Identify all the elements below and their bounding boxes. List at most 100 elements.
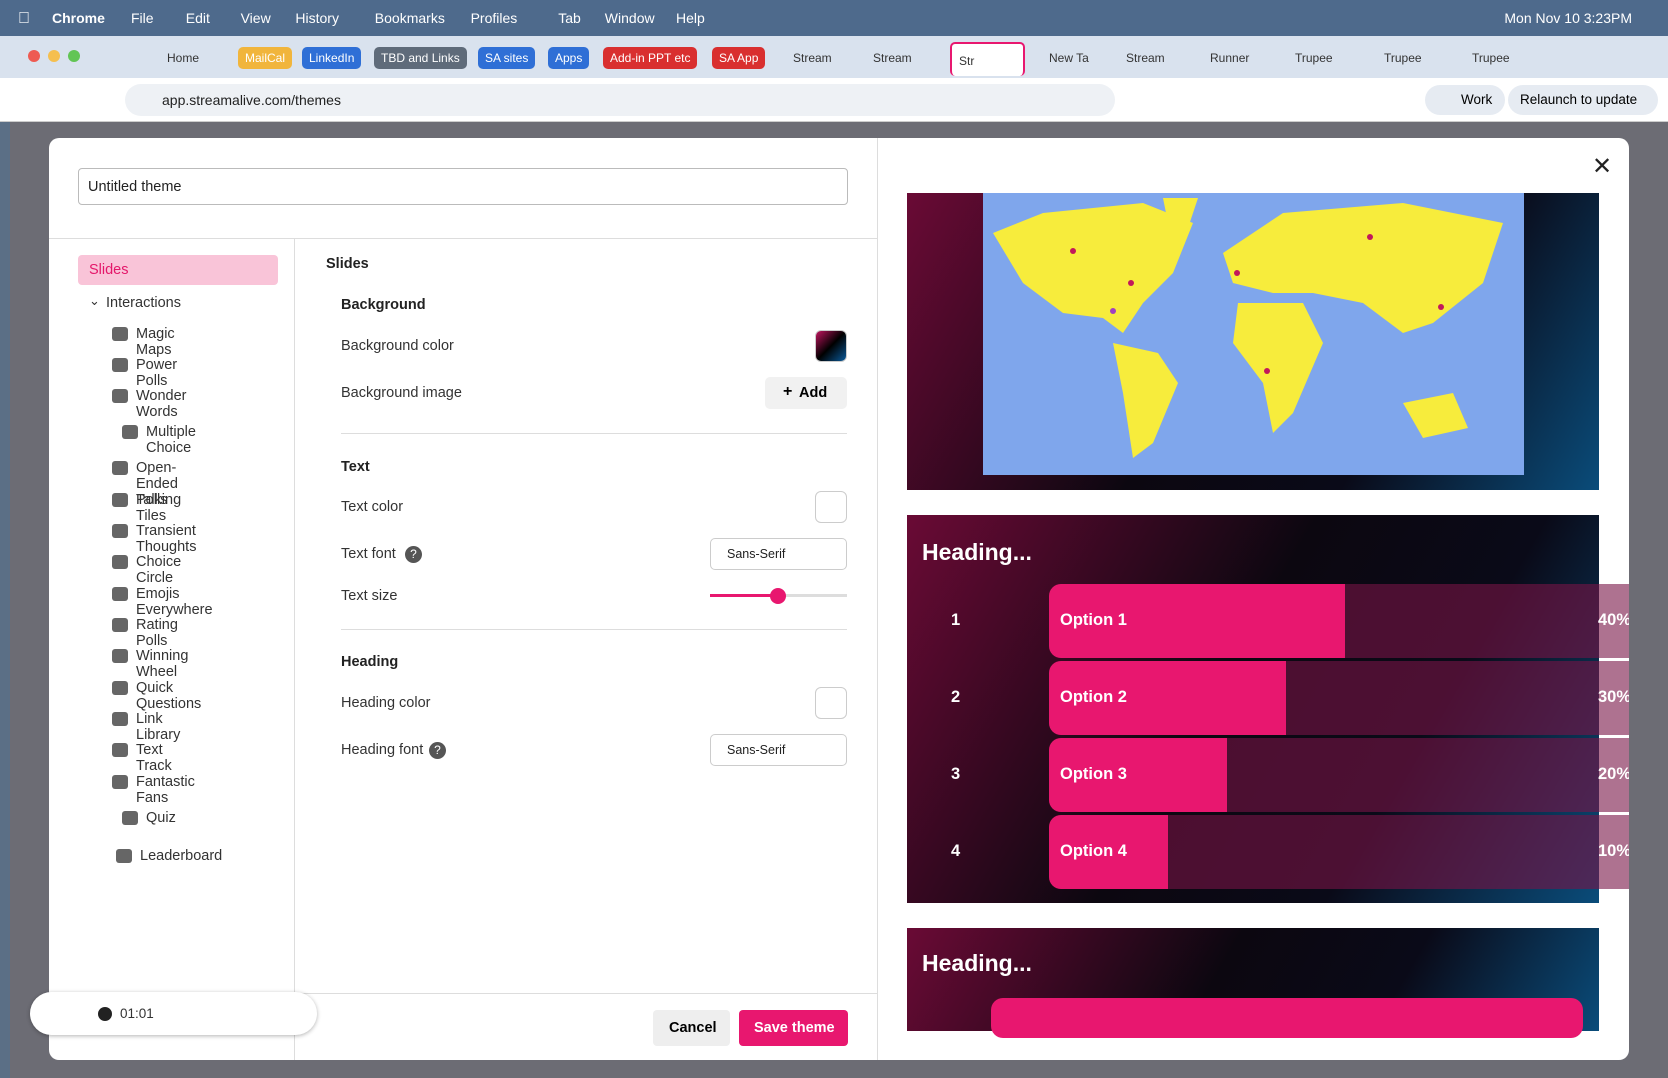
nav-item[interactable]: Text Track (112, 742, 172, 774)
nav-item[interactable]: Winning Wheel (112, 648, 188, 680)
theme-dialog: Untitled theme Slides Interactions ⌄ Mag… (49, 138, 1629, 1060)
relaunch-button[interactable]: Relaunch to update (1508, 85, 1658, 115)
apple-logo[interactable]:  (18, 10, 30, 28)
nav-item[interactable]: Emojis Everywhere (112, 586, 213, 618)
option-bar: Option 3 20% (1049, 738, 1629, 812)
menu-item[interactable]: Bookmarks (374, 10, 445, 26)
help-icon[interactable]: ? (405, 546, 422, 563)
nav-item[interactable]: Multiple Choice (122, 424, 196, 456)
nav-item[interactable]: Quick Questions (112, 680, 201, 712)
zoom-window[interactable] (68, 50, 80, 62)
option-percent: 10% (1597, 842, 1629, 860)
browser-tab[interactable]: Home (167, 51, 200, 65)
menu-item[interactable]: Edit (185, 10, 210, 26)
nav-item[interactable]: Transient Thoughts (112, 523, 196, 555)
browser-tab[interactable]: Trupee (1295, 51, 1333, 65)
menu-item[interactable]: Window (604, 10, 655, 26)
menu-item[interactable]: Tab (558, 10, 581, 26)
color-swatch[interactable] (815, 491, 847, 523)
nav-icon (112, 327, 128, 341)
option-bar: Option 1 40% (1049, 584, 1629, 658)
divider (341, 629, 847, 630)
browser-tab[interactable]: Stream (873, 51, 912, 65)
option-percent: 40% (1597, 611, 1629, 629)
browser-tab[interactable]: SA App (712, 47, 766, 69)
color-swatch[interactable] (815, 687, 847, 719)
omnibox[interactable] (125, 84, 1115, 116)
nav-item[interactable]: Wonder Words (112, 388, 187, 420)
section-heading: Background (341, 297, 426, 313)
nav-icon (112, 389, 128, 403)
record-icon[interactable] (98, 1007, 112, 1021)
browser-tab[interactable]: Runner (1210, 51, 1250, 65)
nav-icon (112, 461, 128, 475)
nav-item[interactable]: Open-Ended Polls (112, 460, 178, 508)
font-select[interactable]: Sans-Serif (710, 538, 847, 570)
nav-item[interactable]: Link Library (112, 711, 180, 743)
recorder-time: 01:01 (120, 1006, 154, 1021)
save-button[interactable]: Save theme (739, 1010, 848, 1046)
nav-active[interactable]: Slides (78, 255, 278, 285)
menu-bar:  Chrome Mon Nov 10 3:23PM File Edit View H… (0, 0, 1668, 36)
browser-tab[interactable]: Trupee (1472, 51, 1510, 65)
close-button[interactable]: ✕ (1592, 153, 1613, 180)
url[interactable]: app.streamalive.com/themes (162, 92, 341, 108)
cancel-button[interactable]: Cancel (653, 1010, 730, 1046)
browser-tab[interactable]: New Ta (1049, 51, 1089, 65)
nav-item[interactable]: Power Polls (112, 357, 177, 389)
nav-item[interactable]: Choice Circle (112, 554, 181, 586)
nav-icon (112, 555, 128, 569)
theme-name-input[interactable]: Untitled theme (78, 168, 848, 205)
font-select[interactable]: Sans-Serif (710, 734, 847, 766)
nav-icon (112, 618, 128, 632)
nav-icon (116, 849, 132, 863)
menu-item[interactable]: Profiles (470, 10, 518, 26)
browser-tab[interactable]: Trupee (1384, 51, 1422, 65)
nav-icon (112, 493, 128, 507)
option-label: Option 4 (1060, 842, 1127, 860)
option-percent: 30% (1597, 688, 1629, 706)
minimize-window[interactable] (48, 50, 60, 62)
setting-label: Text font (341, 546, 396, 562)
nav-item[interactable]: Rating Polls (112, 617, 178, 649)
nav-icon (112, 743, 128, 757)
setting-label: Heading color (341, 695, 431, 711)
option-bar: Option 2 30% (1049, 661, 1629, 735)
nav-item[interactable]: Magic Maps (112, 326, 175, 358)
divider (341, 433, 847, 434)
browser-tab[interactable]: Apps (548, 47, 590, 69)
nav-icon (112, 358, 128, 372)
browser-tab[interactable]: LinkedIn (302, 47, 362, 69)
option-fill (1049, 584, 1345, 658)
browser-tab[interactable]: TBD and Links (374, 47, 467, 69)
slider-fill (710, 594, 778, 597)
nav-item[interactable]: Fantastic Fans (112, 774, 195, 806)
browser-tab[interactable]: Stream (793, 51, 832, 65)
profile-button[interactable]: Work (1425, 85, 1505, 115)
help-icon[interactable]: ? (429, 742, 446, 759)
slider-thumb[interactable] (770, 588, 786, 604)
nav-icon (112, 775, 128, 789)
browser-tab[interactable]: Add-in PPT etc (603, 47, 698, 69)
nav-item[interactable]: Talking Tiles (112, 492, 181, 524)
clock: Mon Nov 10 3:23PM (1504, 10, 1632, 26)
setting-label: Text size (341, 588, 398, 604)
nav-hover (78, 318, 278, 348)
menu-item[interactable]: View (240, 10, 271, 26)
color-swatch[interactable] (815, 330, 847, 362)
nav-item[interactable]: Leaderboard (116, 848, 222, 864)
menu-item[interactable]: Help (676, 10, 705, 26)
browser-tab[interactable]: MailCal (238, 47, 293, 69)
browser-tab[interactable]: Str (950, 42, 1025, 76)
close-window[interactable] (28, 50, 40, 62)
browser-tab[interactable]: Stream (1126, 51, 1165, 65)
add-button[interactable]: Add (765, 377, 847, 409)
browser-tab[interactable]: SA sites (478, 47, 536, 69)
nav-icon (112, 712, 128, 726)
app-name[interactable]: Chrome (52, 10, 105, 26)
nav-item[interactable]: Quiz (122, 810, 176, 826)
menu-item[interactable]: File (131, 10, 154, 26)
setting-label: Text color (341, 499, 404, 515)
nav-group[interactable]: Interactions (106, 295, 181, 311)
menu-item[interactable]: History (295, 10, 339, 26)
